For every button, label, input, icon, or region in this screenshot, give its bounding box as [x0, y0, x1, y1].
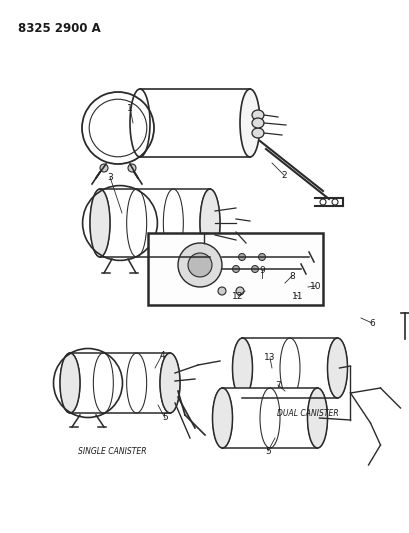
Circle shape	[258, 254, 265, 261]
Text: 12: 12	[232, 292, 243, 301]
Circle shape	[331, 199, 337, 205]
Text: 5: 5	[265, 447, 270, 456]
Ellipse shape	[239, 89, 259, 157]
Ellipse shape	[327, 338, 347, 398]
Text: 11: 11	[292, 292, 303, 301]
Text: 10: 10	[310, 281, 321, 290]
Bar	[148, 233, 322, 305]
Circle shape	[232, 265, 239, 272]
Circle shape	[238, 254, 245, 261]
Circle shape	[128, 164, 136, 172]
Text: 6: 6	[368, 319, 374, 327]
Ellipse shape	[252, 128, 263, 138]
FancyBboxPatch shape	[70, 353, 170, 413]
Text: SINGLE CANISTER: SINGLE CANISTER	[78, 447, 146, 456]
Text: 9: 9	[258, 265, 264, 274]
Circle shape	[218, 287, 225, 295]
Ellipse shape	[232, 338, 252, 398]
Circle shape	[188, 253, 211, 277]
FancyBboxPatch shape	[100, 189, 209, 257]
Text: 8325 2900 A: 8325 2900 A	[18, 22, 101, 35]
Ellipse shape	[252, 118, 263, 128]
Circle shape	[236, 287, 243, 295]
Ellipse shape	[212, 388, 232, 448]
Ellipse shape	[252, 110, 263, 120]
Text: 1: 1	[127, 103, 133, 112]
Ellipse shape	[160, 353, 180, 413]
Text: DUAL CANISTER: DUAL CANISTER	[276, 408, 338, 417]
Ellipse shape	[307, 388, 327, 448]
FancyBboxPatch shape	[242, 338, 337, 398]
Ellipse shape	[90, 189, 110, 257]
Circle shape	[100, 164, 108, 172]
Circle shape	[319, 199, 325, 205]
Text: 5: 5	[162, 414, 167, 423]
Text: 8: 8	[288, 271, 294, 280]
Circle shape	[251, 265, 258, 272]
Text: 3: 3	[107, 173, 112, 182]
Circle shape	[178, 243, 221, 287]
Ellipse shape	[60, 353, 80, 413]
Text: 2: 2	[281, 171, 286, 180]
Text: 13: 13	[264, 353, 275, 362]
Text: 4: 4	[159, 351, 164, 359]
Text: 7: 7	[274, 381, 280, 390]
Ellipse shape	[200, 189, 220, 257]
FancyBboxPatch shape	[222, 388, 317, 448]
